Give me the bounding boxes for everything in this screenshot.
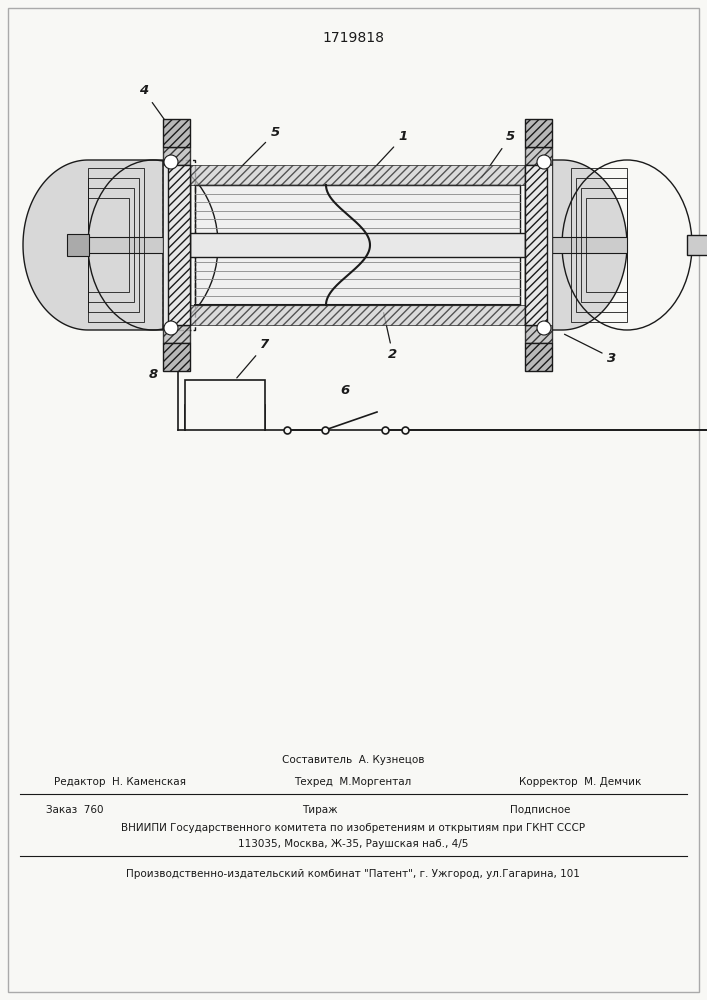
Text: 5: 5 [481, 130, 515, 178]
Text: Производственно-издательский комбинат "Патент", г. Ужгород, ул.Гагарина, 101: Производственно-издательский комбинат "П… [126, 869, 580, 879]
Bar [165, 233, 550, 257]
Bar [525, 147, 552, 343]
Circle shape [537, 321, 551, 335]
Text: Заказ  760: Заказ 760 [46, 805, 104, 815]
Bar [163, 147, 190, 343]
Bar [88, 178, 139, 312]
Bar [163, 165, 190, 325]
Bar [163, 160, 195, 330]
Bar [168, 305, 537, 325]
Polygon shape [23, 160, 163, 330]
Bar [525, 165, 547, 325]
Bar [67, 234, 89, 256]
Bar [552, 237, 627, 253]
Text: 4: 4 [139, 85, 173, 131]
Bar [168, 165, 190, 325]
Text: Подписное: Подписное [510, 805, 570, 815]
Bar [525, 119, 552, 147]
Bar [168, 165, 537, 185]
Circle shape [537, 155, 551, 169]
Bar [576, 178, 627, 312]
Bar [88, 168, 144, 322]
Text: 2: 2 [384, 313, 397, 361]
Bar [163, 119, 190, 147]
Text: 7: 7 [237, 338, 269, 378]
Text: Тираж: Тираж [302, 805, 338, 815]
Text: 113035, Москва, Ж-35, Раушская наб., 4/5: 113035, Москва, Ж-35, Раушская наб., 4/5 [238, 839, 468, 849]
Text: Корректор  М. Демчик: Корректор М. Демчик [519, 777, 641, 787]
Text: 1: 1 [365, 130, 408, 178]
Bar [525, 343, 552, 371]
Circle shape [164, 155, 178, 169]
Text: 6: 6 [340, 383, 350, 396]
Bar [571, 168, 627, 322]
Bar [586, 198, 627, 292]
Bar [88, 198, 129, 292]
Text: 9: 9 [0, 999, 1, 1000]
Bar [525, 165, 547, 325]
Bar [525, 165, 552, 325]
Text: ВНИИПИ Государственного комитета по изобретениям и открытиям при ГКНТ СССР: ВНИИПИ Государственного комитета по изоб… [121, 823, 585, 833]
Text: 8: 8 [148, 368, 158, 381]
Bar [185, 380, 265, 430]
Bar [687, 235, 707, 255]
Circle shape [164, 321, 178, 335]
Bar [68, 237, 190, 253]
Bar [88, 188, 134, 302]
Bar [581, 188, 627, 302]
Text: 3: 3 [564, 334, 617, 364]
Text: 5: 5 [237, 126, 280, 171]
Text: Редактор  Н. Каменская: Редактор Н. Каменская [54, 777, 186, 787]
Text: 1719818: 1719818 [322, 31, 384, 45]
Bar [163, 343, 190, 371]
Bar [168, 165, 190, 325]
Text: Техред  М.Моргентал: Техред М.Моргентал [294, 777, 411, 787]
Polygon shape [552, 160, 627, 330]
Text: Составитель  А. Кузнецов: Составитель А. Кузнецов [282, 755, 424, 765]
Bar [195, 185, 520, 305]
